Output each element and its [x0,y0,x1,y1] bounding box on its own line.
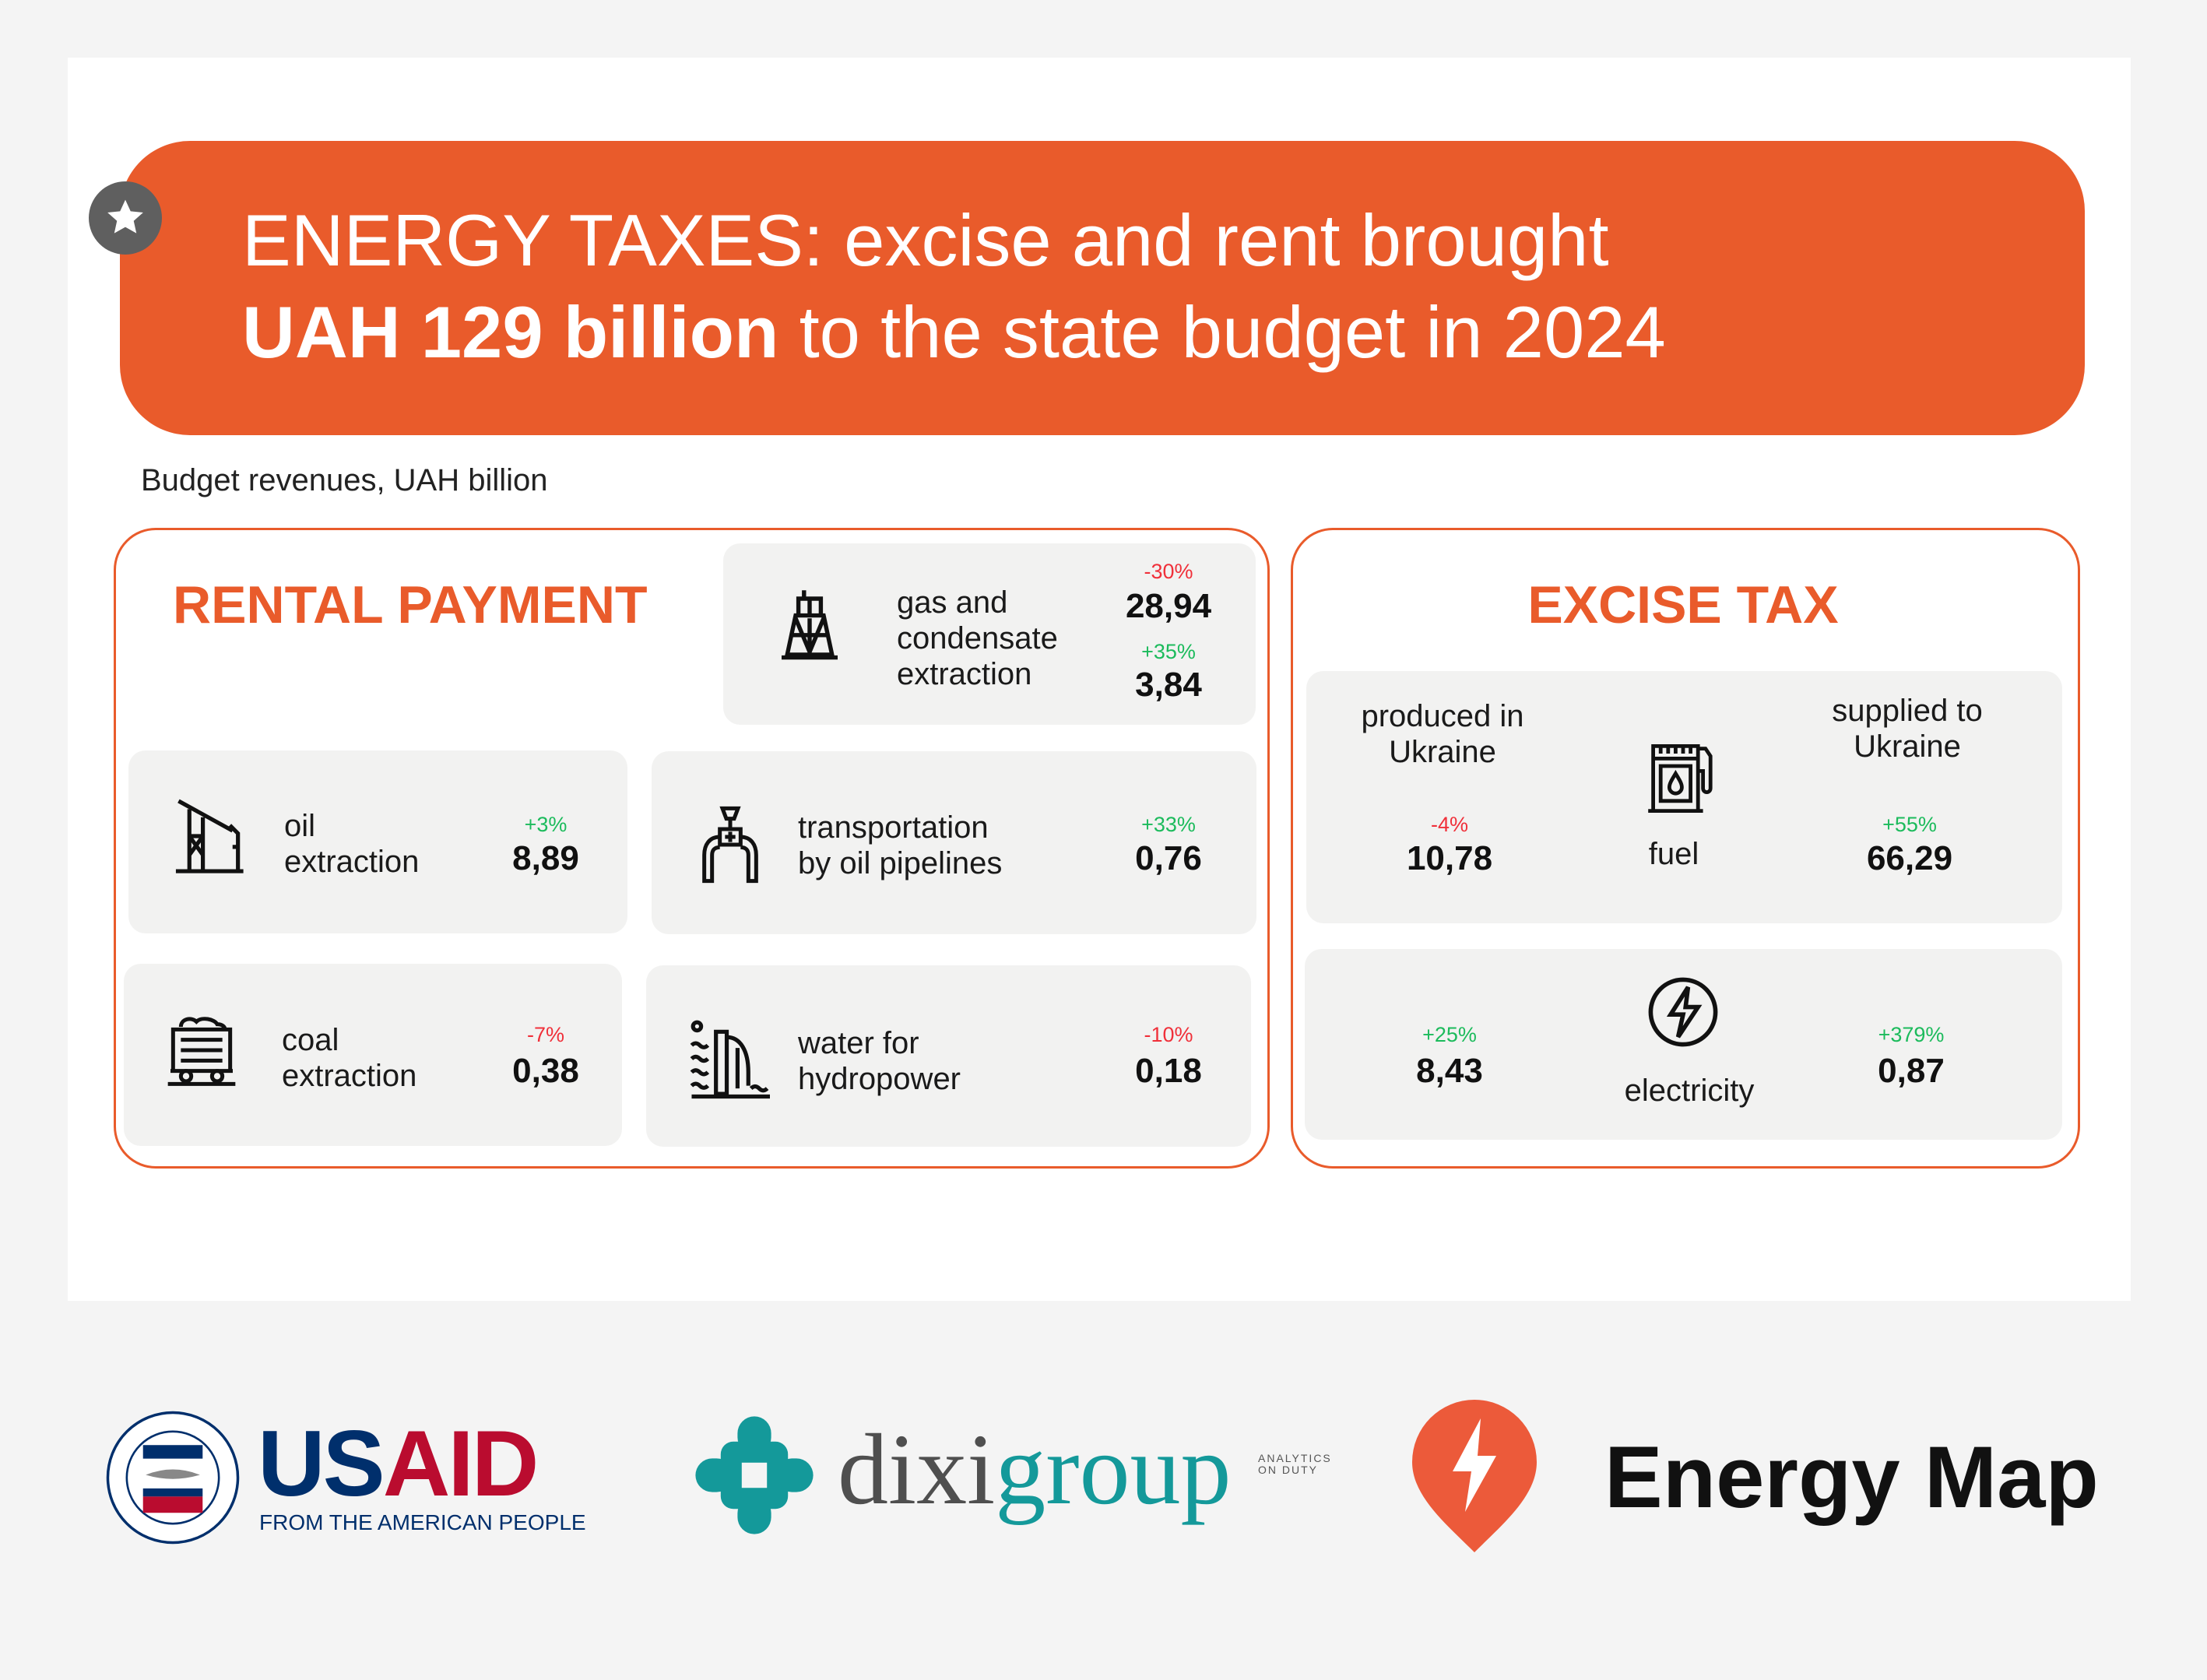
page-title: ENERGY TAXES: excise and rent brought UA… [242,199,1666,373]
gas-label: gas and condensate extraction [897,585,1058,691]
hydropower-icon [690,1020,770,1099]
fuel-card [1306,671,2062,923]
coal-card [124,964,622,1146]
usaid-tagline: FROM THE AMERICAN PEOPLE [259,1510,586,1534]
oil-value: 8,89 [512,839,579,877]
electricity-supplied-value: 0,87 [1878,1052,1945,1090]
gas-pct-1: -30% [1144,560,1193,583]
subtitle: Budget revenues, UAH billion [141,463,548,497]
title-banner [120,141,2085,435]
usaid-seal [105,1410,241,1545]
pipeline-label: transportation by oil pipelines [798,810,1003,880]
fuel-supplied-value: 66,29 [1866,839,1953,877]
excise-title: EXCISE TAX [1527,575,1839,634]
coal-cart-icon [167,1017,236,1086]
dixigroup-wordmark: dixigroup [838,1414,1232,1526]
oil-pump-icon [175,799,244,873]
pipeline-pct: +33% [1141,813,1196,836]
pipeline-value: 0,76 [1135,839,1202,877]
gas-pct-2: +35% [1141,640,1196,663]
usaid-wordmark: USAID [258,1411,539,1516]
oil-label: oil extraction [284,809,420,879]
fuel-pump-icon [1648,744,1713,813]
supplied-to-ukraine-label: supplied to Ukraine [1832,694,1983,764]
coal-label: coal extraction [282,1023,417,1093]
rental-title: RENTAL PAYMENT [173,575,648,634]
produced-in-ukraine-label: produced in Ukraine [1361,699,1524,769]
gas-rig-icon [782,590,838,660]
title-highlight: UAH 129 billion [242,291,779,373]
fuel-supplied-pct: +55% [1882,813,1937,836]
fuel-produced-pct: -4% [1430,813,1469,836]
water-pct: -10% [1144,1023,1193,1046]
oil-pct: +3% [524,813,568,836]
electricity-produced-pct: +25% [1422,1023,1477,1046]
energy-map-pin-icon [1409,1397,1540,1555]
water-label: water for hydropower [798,1026,961,1096]
lightning-icon [1648,977,1718,1047]
electricity-supplied-pct: +379% [1878,1023,1945,1046]
coal-pct: -7% [526,1023,565,1046]
energy-map-wordmark: Energy Map [1604,1429,2099,1526]
coal-value: 0,38 [512,1052,579,1090]
oil-card [128,750,627,933]
electricity-produced-value: 8,43 [1416,1052,1483,1090]
dixigroup-logo-icon [691,1412,817,1538]
fuel-produced-value: 10,78 [1406,839,1493,877]
pipeline-icon [702,806,758,884]
dixigroup-tagline: ANALYTICS ON DUTY [1258,1452,1332,1476]
gas-value-2: 3,84 [1135,666,1202,704]
electricity-label: electricity [1624,1074,1755,1108]
water-value: 0,18 [1135,1052,1202,1090]
star-icon[interactable] [89,181,162,255]
fuel-label: fuel [1648,837,1699,871]
gas-value-1: 28,94 [1125,587,1212,625]
